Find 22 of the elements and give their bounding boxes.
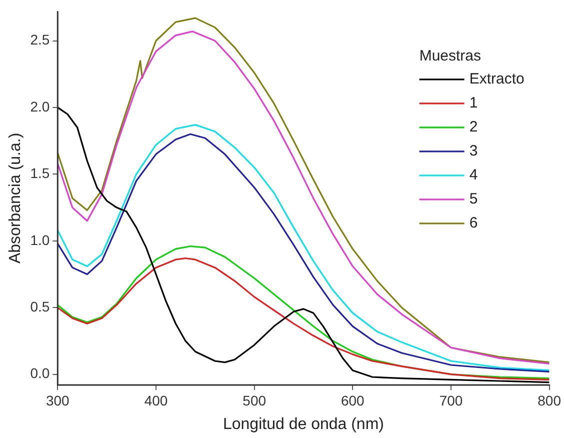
legend-label: Extracto (469, 70, 524, 88)
x-tick-label: 700 (439, 392, 463, 408)
x-tick-label: 300 (46, 392, 70, 408)
y-axis-title: Absorbancia (u.a.) (7, 132, 24, 264)
legend-label: 3 (469, 142, 478, 160)
y-tick-label: 1.5 (30, 165, 50, 182)
x-tick-label: 600 (340, 392, 365, 408)
legend-label: 6 (469, 214, 478, 232)
legend-title: Muestras (419, 48, 482, 65)
y-tick-label: 2.0 (30, 98, 50, 114)
y-tick-label: 0.5 (30, 298, 50, 314)
y-tick-label: 1.0 (30, 232, 50, 248)
legend-label: 1 (469, 94, 478, 112)
x-axis-title: Longitud de onda (nm) (222, 416, 384, 433)
legend-label: 5 (469, 190, 478, 208)
y-tick-label: 2.5 (30, 32, 50, 48)
legend-label: 4 (469, 166, 478, 184)
x-tick-label: 800 (538, 392, 562, 408)
x-tick-label: 400 (144, 392, 168, 408)
x-tick-label: 500 (242, 392, 266, 408)
legend-label: 2 (469, 118, 478, 136)
y-tick-label: 0.0 (30, 365, 50, 382)
